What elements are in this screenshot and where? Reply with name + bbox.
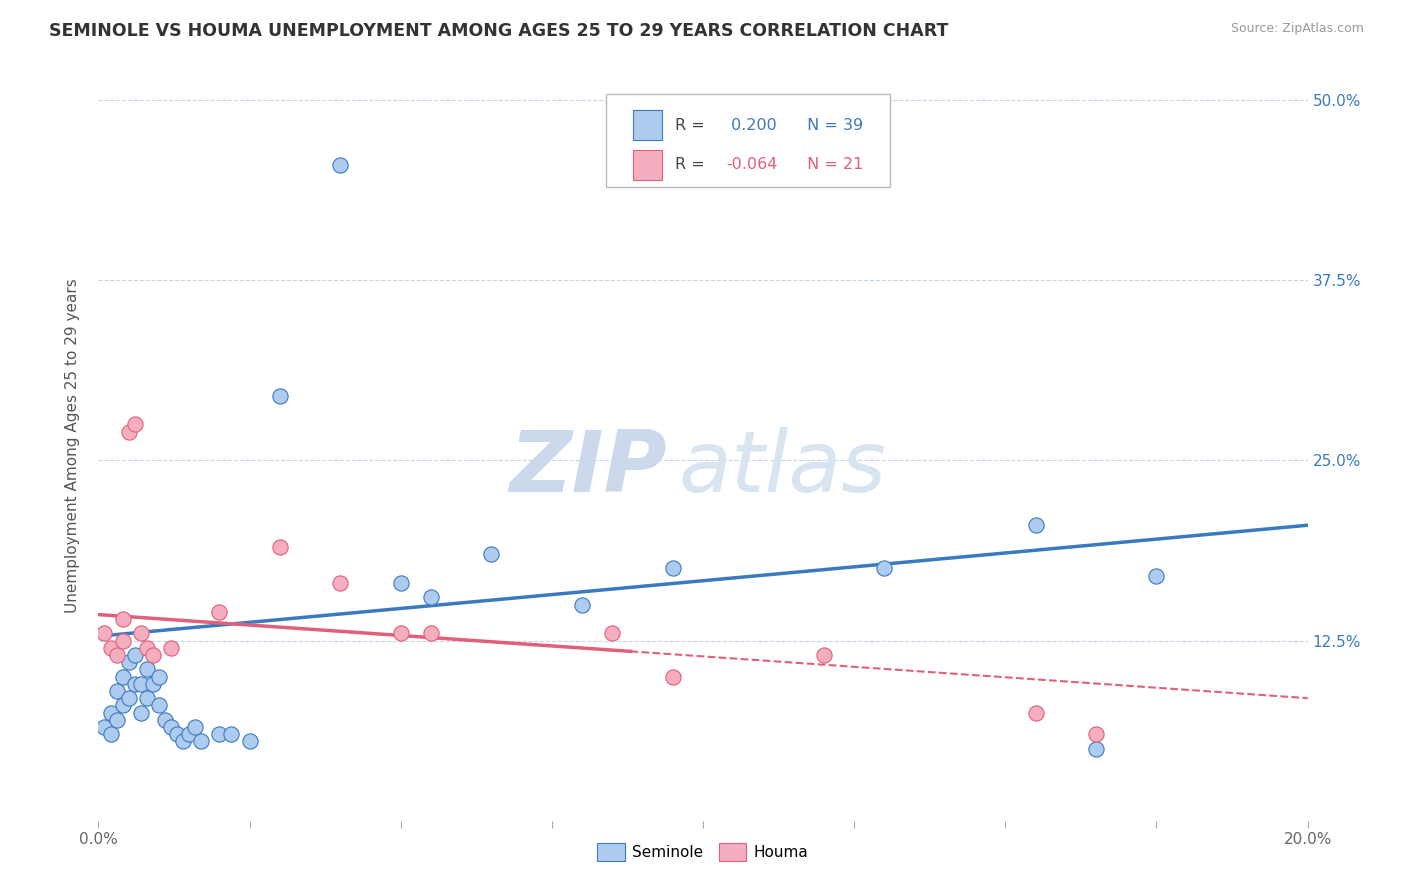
Point: [129, 706, 152, 720]
Point: [100, 706, 122, 720]
Point: [124, 677, 146, 691]
Point: [661, 669, 683, 683]
Point: [208, 727, 231, 741]
Point: [329, 575, 352, 590]
Point: [100, 727, 122, 741]
Point: [129, 677, 152, 691]
Point: [813, 648, 835, 662]
Point: [153, 713, 176, 727]
Text: atlas: atlas: [679, 427, 887, 510]
Point: [166, 727, 188, 741]
Point: [148, 698, 170, 713]
Point: [1144, 568, 1167, 582]
Point: [124, 417, 146, 432]
Point: [208, 605, 231, 619]
Text: R =: R =: [675, 157, 710, 172]
Point: [105, 648, 128, 662]
Point: [124, 648, 146, 662]
Text: Source: ZipAtlas.com: Source: ZipAtlas.com: [1230, 22, 1364, 36]
Point: [105, 713, 128, 727]
Point: [1024, 518, 1046, 533]
Point: [135, 691, 157, 706]
Point: [184, 720, 207, 734]
Point: [481, 547, 503, 561]
Point: [269, 540, 291, 554]
Point: [1085, 727, 1108, 741]
Point: [118, 655, 141, 669]
Point: [118, 691, 141, 706]
Point: [1085, 741, 1108, 756]
Point: [190, 734, 212, 748]
Point: [420, 626, 443, 640]
FancyBboxPatch shape: [606, 94, 890, 187]
Point: [135, 662, 157, 676]
Point: [160, 720, 183, 734]
Point: [873, 561, 896, 575]
Point: [571, 598, 593, 612]
Point: [239, 734, 262, 748]
Point: [111, 633, 134, 648]
Text: N = 21: N = 21: [803, 157, 863, 172]
Text: R =: R =: [675, 118, 710, 133]
Text: 0.200: 0.200: [725, 118, 776, 133]
Point: [93, 720, 115, 734]
Text: N = 39: N = 39: [803, 118, 863, 133]
Point: [221, 727, 243, 741]
Point: [111, 612, 134, 626]
Point: [329, 158, 352, 172]
Point: [269, 388, 291, 402]
Point: [118, 425, 141, 439]
Point: [389, 575, 412, 590]
FancyBboxPatch shape: [633, 150, 662, 180]
Point: [129, 626, 152, 640]
Point: [135, 640, 157, 655]
Point: [389, 626, 412, 640]
Point: [661, 561, 683, 575]
FancyBboxPatch shape: [633, 111, 662, 140]
Text: -0.064: -0.064: [725, 157, 778, 172]
Point: [420, 591, 443, 605]
Point: [602, 626, 624, 640]
Point: [105, 684, 128, 698]
Point: [142, 648, 165, 662]
Point: [160, 640, 183, 655]
Point: [111, 698, 134, 713]
Y-axis label: Unemployment Among Ages 25 to 29 years: Unemployment Among Ages 25 to 29 years: [65, 278, 80, 614]
Point: [142, 677, 165, 691]
Point: [93, 626, 115, 640]
Point: [172, 734, 194, 748]
Point: [1024, 706, 1046, 720]
Point: [100, 640, 122, 655]
Point: [148, 669, 170, 683]
Text: SEMINOLE VS HOUMA UNEMPLOYMENT AMONG AGES 25 TO 29 YEARS CORRELATION CHART: SEMINOLE VS HOUMA UNEMPLOYMENT AMONG AGE…: [49, 22, 949, 40]
Text: ZIP: ZIP: [509, 427, 666, 510]
Point: [179, 727, 201, 741]
Legend: Seminole, Houma: Seminole, Houma: [591, 837, 815, 867]
Point: [111, 669, 134, 683]
